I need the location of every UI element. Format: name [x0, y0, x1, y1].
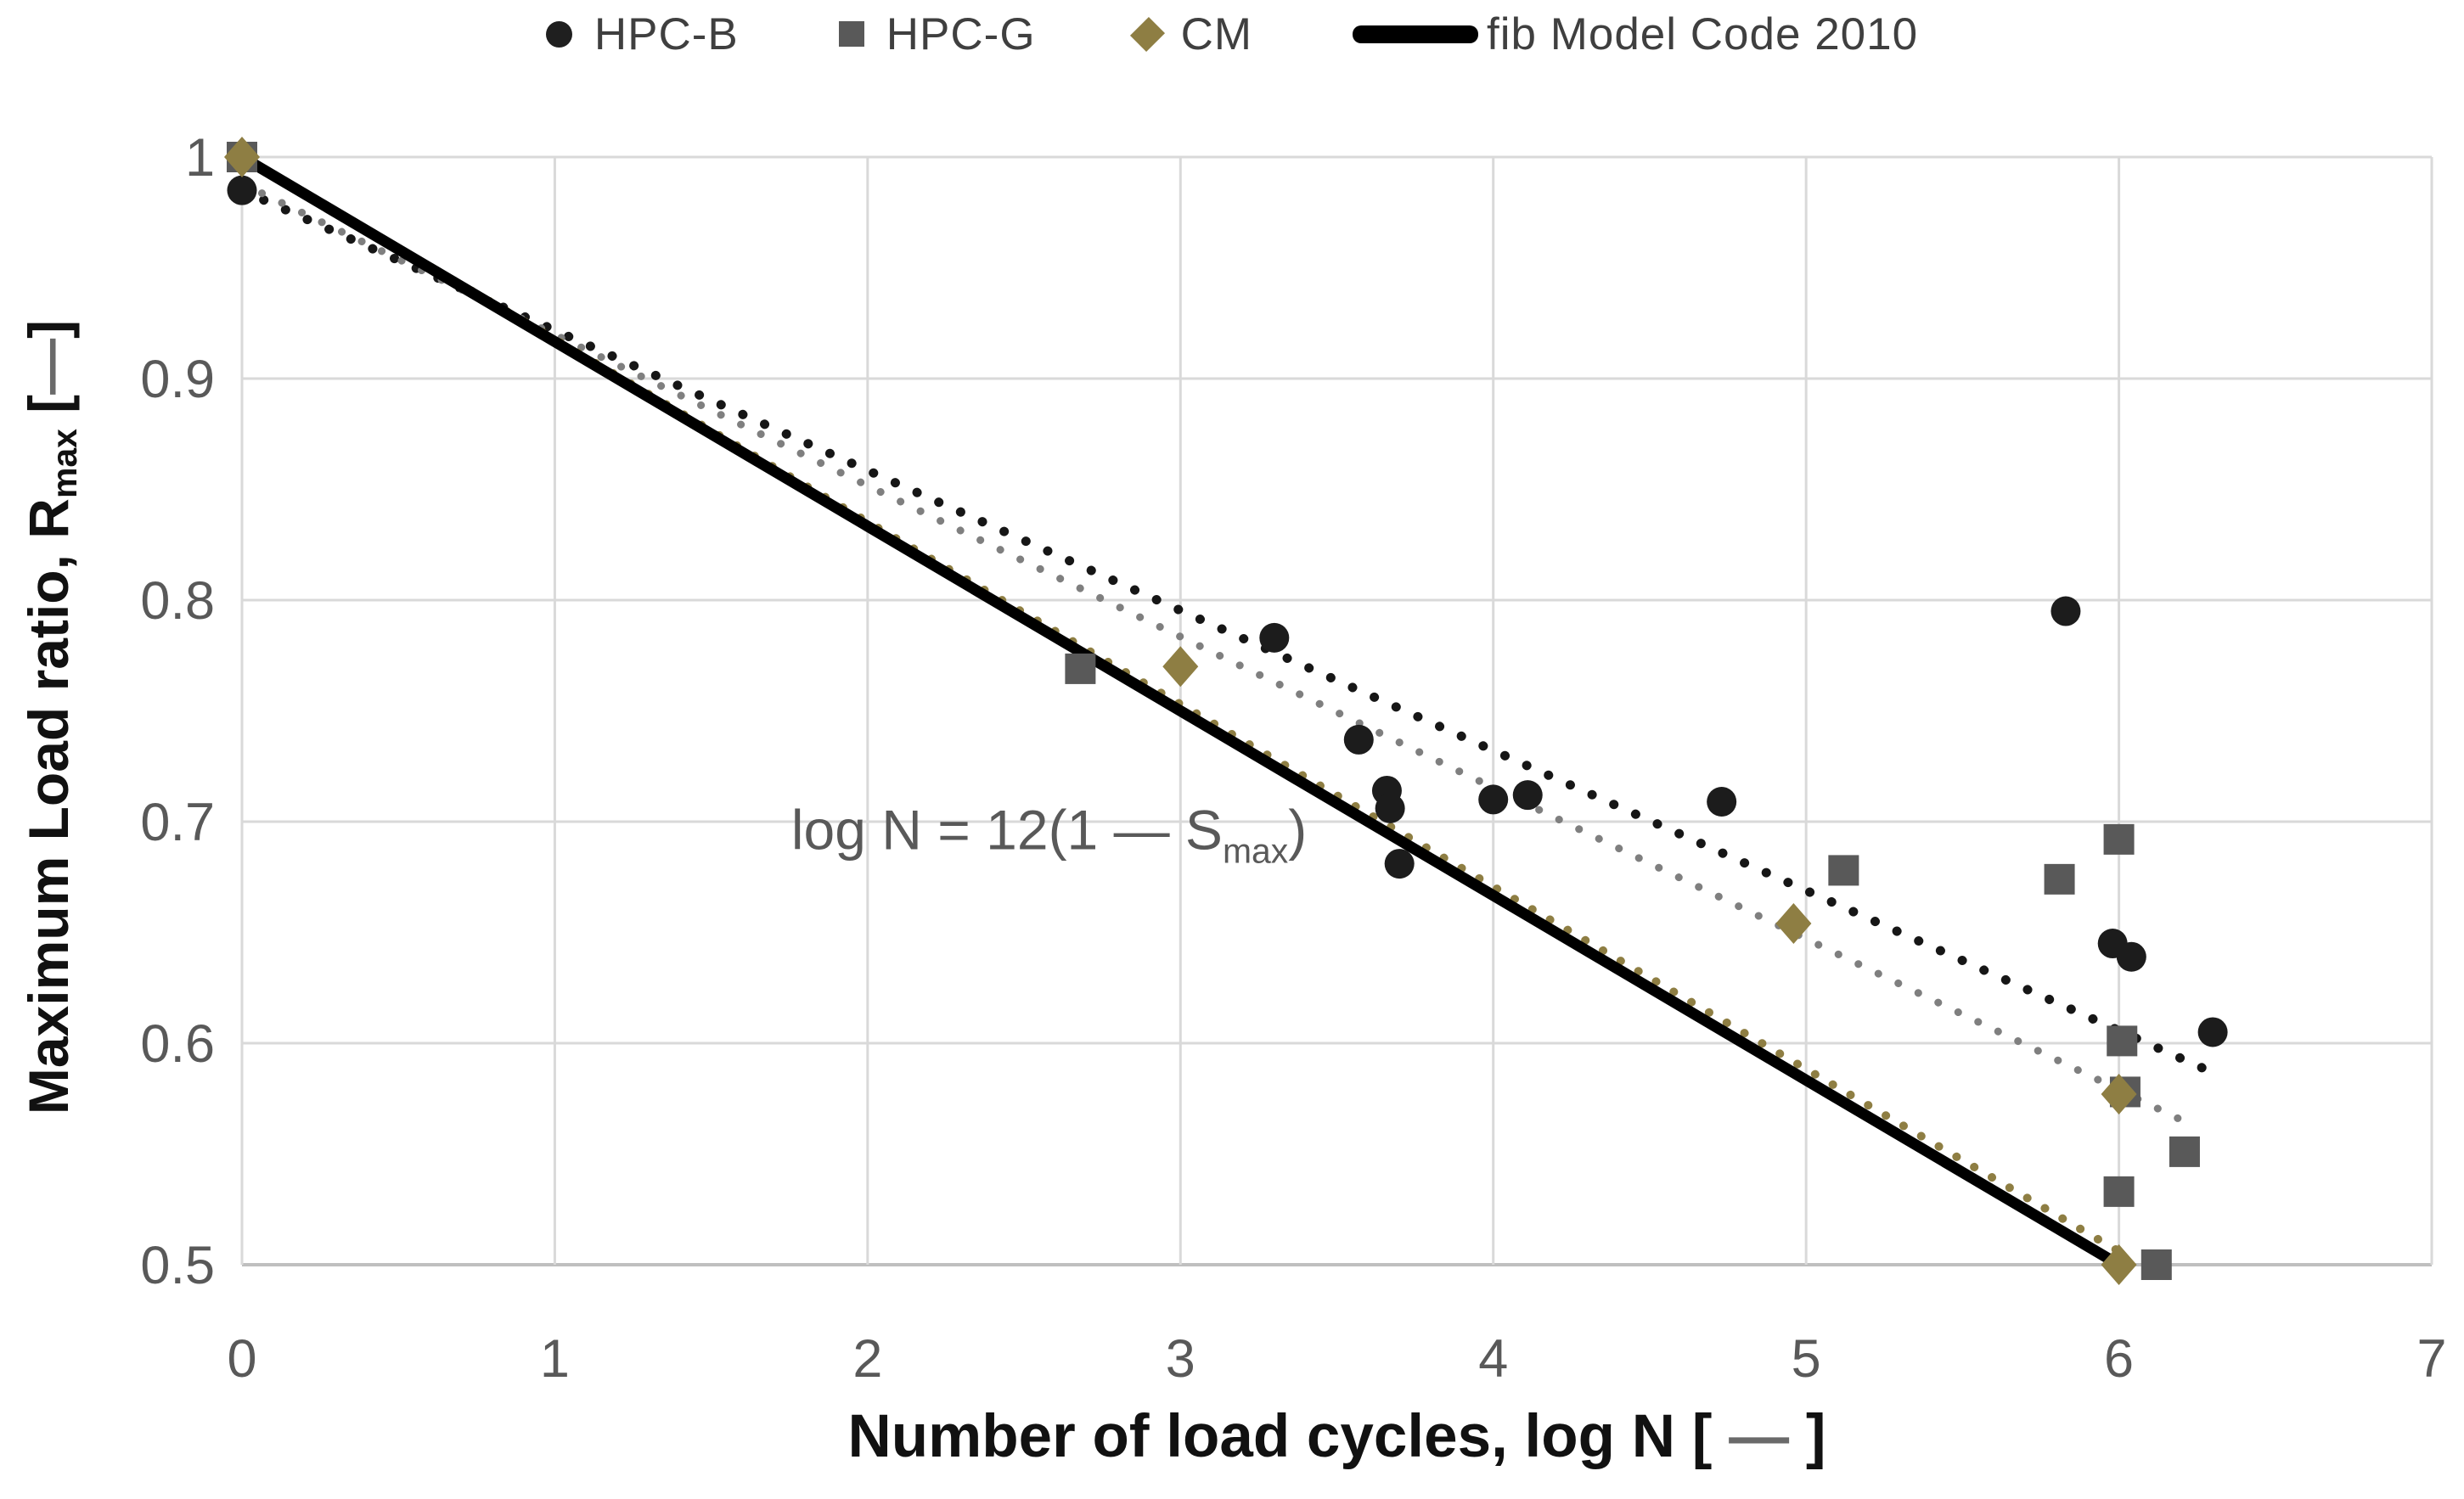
- data-point-hpc-g: [2141, 1249, 2172, 1280]
- trendline-hpc-g-trend: [238, 179, 2183, 1123]
- data-point-hpc-g: [2169, 1136, 2200, 1167]
- data-point-cm: [1162, 646, 1199, 688]
- annotation-equation: log N = 12(1 — Smax): [791, 798, 1307, 870]
- x-tick-label: 3: [1166, 1329, 1195, 1389]
- data-point-hpc-b: [227, 175, 257, 205]
- legend: HPC-B HPC-G CM fib Model Code 2010: [0, 0, 2464, 68]
- y-tick-label: 0.6: [140, 1014, 215, 1074]
- y-tick-label: 1: [185, 128, 215, 188]
- data-point-hpc-g: [1065, 653, 1096, 684]
- data-point-cm: [2101, 1244, 2137, 1285]
- data-point-hpc-b: [2116, 941, 2146, 972]
- data-point-hpc-b: [1478, 784, 1509, 815]
- x-tick-label: 2: [852, 1329, 882, 1389]
- legend-label: HPC-G: [886, 8, 1036, 59]
- legend-item-cm: CM: [1129, 8, 1252, 60]
- x-tick-label: 7: [2416, 1329, 2446, 1389]
- trendline-hpc-b-trend: [237, 185, 2212, 1075]
- data-point-hpc-g: [1828, 855, 1859, 886]
- legend-label: HPC-B: [593, 8, 739, 59]
- data-point-hpc-g: [2103, 823, 2135, 855]
- x-tick-label: 1: [540, 1329, 570, 1389]
- legend-label: fib Model Code 2010: [1487, 8, 1919, 59]
- y-tick-label: 0.5: [140, 1236, 215, 1295]
- x-axis-title-text: Number of load cycles, log N [: [847, 1403, 1730, 1470]
- y-tick-label: 0.9: [140, 350, 215, 409]
- data-point-hpc-b: [1384, 849, 1415, 879]
- data-point-hpc-b: [1707, 787, 1737, 817]
- legend-item-hpc-g: HPC-G: [838, 8, 1036, 60]
- data-point-hpc-b: [2197, 1017, 2228, 1047]
- data-point-cm: [2101, 1074, 2137, 1115]
- legend-marker-line-icon: [1353, 25, 1478, 43]
- data-point-hpc-g: [2107, 1025, 2138, 1057]
- y-tick-label: 0.8: [140, 571, 215, 631]
- x-tick-label: 6: [2104, 1329, 2134, 1389]
- x-tick-label: 4: [1478, 1329, 1508, 1389]
- x-axis-title-dash: —: [1729, 1403, 1790, 1470]
- x-axis-title: Number of load cycles, log N [ — ]: [847, 1403, 1826, 1470]
- data-point-hpc-b: [1343, 724, 1374, 755]
- y-tick-label: 0.7: [140, 793, 215, 852]
- legend-item-fib-model-code-2010: fib Model Code 2010: [1353, 8, 1918, 60]
- legend-label: CM: [1180, 8, 1252, 59]
- data-point-hpc-g: [2103, 1176, 2135, 1207]
- trendline-fib-model-code-2010: [239, 152, 2122, 1270]
- legend-item-hpc-b: HPC-B: [545, 8, 739, 60]
- x-tick-label: 0: [227, 1329, 256, 1389]
- data-point-hpc-b: [2051, 596, 2081, 626]
- data-point-hpc-g: [2044, 863, 2075, 895]
- data-point-cm: [1775, 903, 1812, 945]
- x-tick-label: 5: [1792, 1329, 1821, 1389]
- data-point-hpc-b: [1259, 622, 1290, 653]
- legend-marker-circle-icon: [545, 20, 572, 48]
- data-point-hpc-b: [1512, 780, 1543, 811]
- data-point-cm: [224, 137, 260, 177]
- legend-marker-square-icon: [838, 21, 864, 47]
- trendline-cm-trend: [238, 153, 2124, 1256]
- data-point-hpc-b: [1375, 793, 1405, 823]
